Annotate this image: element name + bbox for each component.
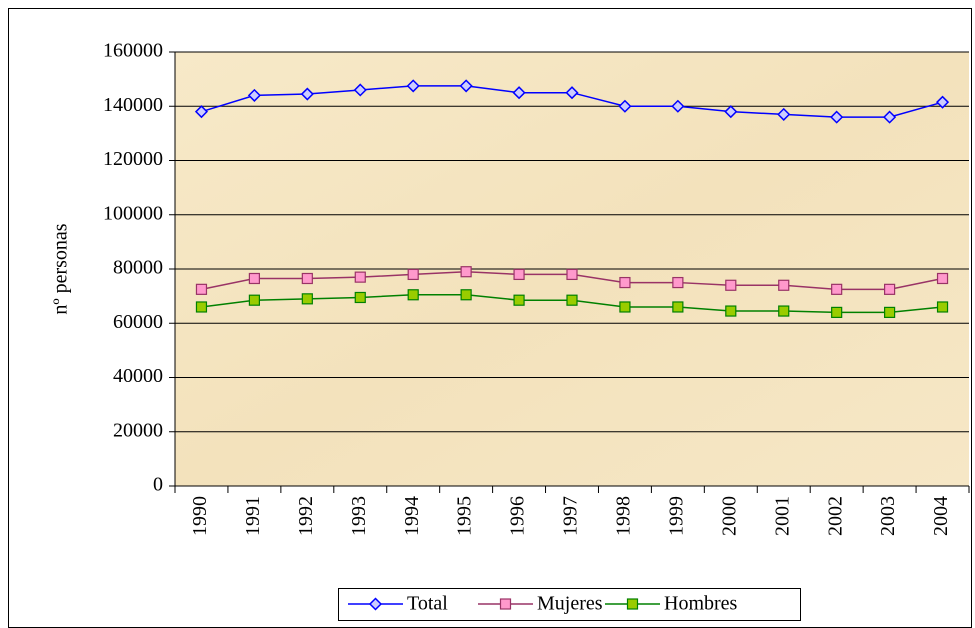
x-tick-label: 1993 xyxy=(348,496,370,536)
legend-label: Total xyxy=(407,593,448,615)
data-point xyxy=(353,83,367,97)
data-point xyxy=(619,276,631,289)
y-tick-label: 20000 xyxy=(113,419,163,441)
y-tick-label: 120000 xyxy=(103,148,163,170)
data-point xyxy=(459,79,473,93)
data-point xyxy=(195,283,208,295)
y-tick-label: 0 xyxy=(153,474,163,496)
data-point xyxy=(301,293,313,305)
x-tick-label: 1995 xyxy=(454,496,476,536)
data-point xyxy=(672,301,684,313)
y-tick-label: 40000 xyxy=(113,365,163,387)
data-point xyxy=(354,291,366,304)
data-point xyxy=(565,86,579,100)
x-tick-label: 1991 xyxy=(242,496,264,536)
data-point xyxy=(936,272,949,285)
data-point xyxy=(725,305,737,317)
data-point xyxy=(778,279,790,291)
data-point xyxy=(883,306,896,318)
y-tick-label: 100000 xyxy=(103,202,163,224)
data-point xyxy=(247,88,261,102)
x-tick-label: 1997 xyxy=(560,496,582,536)
data-point xyxy=(725,279,737,291)
data-point xyxy=(619,301,631,313)
data-point xyxy=(936,301,949,313)
x-tick-label: 2001 xyxy=(771,496,793,536)
data-point xyxy=(831,306,843,318)
data-point xyxy=(460,266,472,278)
data-point xyxy=(248,272,260,285)
data-point xyxy=(407,268,419,281)
data-point xyxy=(618,99,632,113)
x-tick-label: 2000 xyxy=(718,496,740,536)
legend-marker xyxy=(368,597,383,611)
data-point xyxy=(883,283,896,295)
y-tick-label: 60000 xyxy=(113,311,163,333)
data-point xyxy=(883,110,897,124)
x-tick-label: 1992 xyxy=(295,496,317,536)
x-tick-label: 1990 xyxy=(189,496,211,536)
data-point xyxy=(354,271,366,283)
data-point xyxy=(672,276,684,289)
y-tick-label: 160000 xyxy=(103,40,163,62)
data-point xyxy=(831,283,843,295)
data-point xyxy=(194,105,209,119)
data-point xyxy=(724,105,738,119)
legend xyxy=(338,588,801,621)
data-point xyxy=(406,79,420,93)
legend-marker xyxy=(499,598,512,610)
data-point xyxy=(830,110,844,124)
x-tick-label: 1999 xyxy=(665,496,687,536)
data-point xyxy=(300,87,314,101)
x-tick-label: 1994 xyxy=(401,496,423,536)
data-point xyxy=(566,268,578,281)
data-point xyxy=(195,301,208,313)
legend-label: Hombres xyxy=(664,593,738,615)
x-tick-label: 2003 xyxy=(877,496,899,536)
legend-label: Mujeres xyxy=(537,593,603,615)
data-point xyxy=(513,294,525,306)
data-point xyxy=(935,95,950,109)
data-point xyxy=(777,107,791,121)
x-tick-label: 2002 xyxy=(824,496,846,536)
legend-marker xyxy=(626,598,639,610)
data-point xyxy=(512,86,526,100)
data-point xyxy=(778,305,790,317)
y-tick-label: 80000 xyxy=(113,257,163,279)
data-point xyxy=(248,294,260,306)
x-tick-label: 2004 xyxy=(930,496,952,536)
x-tick-label: 1998 xyxy=(613,496,635,536)
data-point xyxy=(407,289,419,301)
data-point xyxy=(671,99,685,113)
y-axis-label: nº personas xyxy=(50,223,72,314)
y-tick-label: 140000 xyxy=(103,94,163,116)
x-tick-label: 1996 xyxy=(507,496,529,536)
data-point xyxy=(566,294,578,306)
data-point xyxy=(301,272,313,285)
data-point xyxy=(513,268,525,281)
data-point xyxy=(460,289,472,301)
